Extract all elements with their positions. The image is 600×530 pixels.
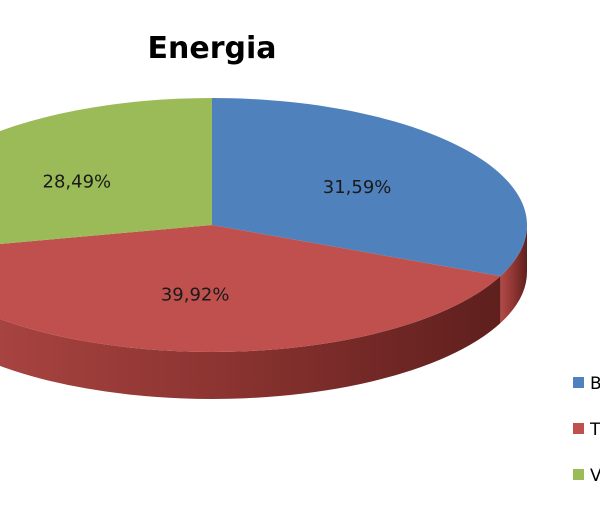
legend: B T V	[573, 374, 600, 486]
legend-swatch-T	[573, 423, 584, 434]
pie-slice-B	[212, 98, 527, 277]
legend-label-V: V	[590, 466, 600, 486]
pie-slice-T	[0, 225, 501, 352]
legend-swatch-V	[573, 469, 584, 480]
legend-swatch-B	[573, 377, 584, 388]
pie-slice-side-T	[0, 276, 501, 399]
pie-slice-V	[0, 98, 212, 245]
data-label-T: 39,92%	[161, 285, 230, 306]
data-label-V: 28,49%	[43, 171, 112, 192]
legend-label-T: T	[589, 420, 600, 440]
data-label-B: 31,59%	[323, 177, 392, 198]
legend-label-B: B	[590, 374, 600, 394]
chart-title: Energia	[148, 31, 277, 66]
pie-slice-side-B	[500, 225, 527, 324]
